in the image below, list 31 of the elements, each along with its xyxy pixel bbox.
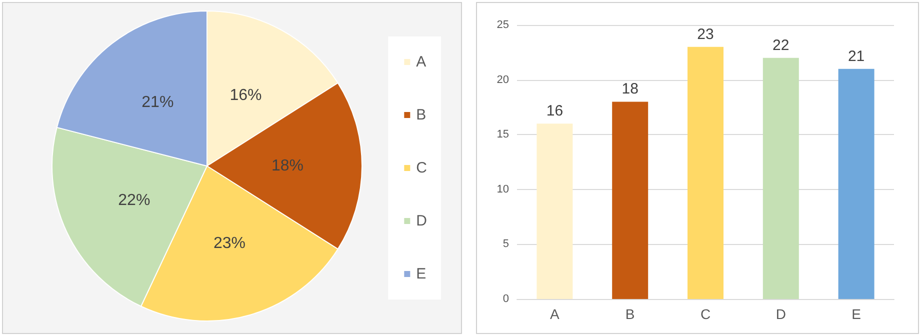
data-label: 16 — [546, 102, 564, 120]
x-tick-label: D — [776, 306, 786, 322]
legend-label: A — [416, 54, 426, 70]
x-tick-label: A — [550, 306, 560, 322]
y-tick-label: 10 — [496, 183, 509, 196]
bar — [688, 46, 724, 299]
data-label: 21% — [142, 94, 174, 111]
data-label: 23 — [697, 26, 714, 43]
legend-label: C — [416, 160, 428, 176]
data-label: 18 — [622, 80, 638, 98]
data-label: 18% — [271, 158, 304, 174]
data-label: 22 — [772, 36, 790, 54]
x-tick-label: C — [700, 306, 711, 322]
data-label: 21 — [848, 48, 865, 65]
legend-label: D — [416, 212, 428, 230]
data-label: 16% — [230, 86, 262, 104]
bar — [612, 102, 648, 299]
legend-label: B — [416, 106, 426, 124]
bar — [838, 68, 874, 299]
x-tick-label: B — [625, 306, 635, 322]
legend-label: E — [416, 266, 426, 282]
y-tick-label: 0 — [502, 293, 509, 305]
bar — [536, 124, 573, 299]
y-tick-label: 20 — [496, 74, 509, 86]
data-label: 22% — [118, 192, 150, 209]
y-tick-label: 25 — [496, 19, 509, 31]
bar — [762, 58, 799, 299]
data-label: 23% — [213, 234, 246, 252]
x-tick-label: E — [852, 306, 861, 322]
y-tick-label: 5 — [502, 238, 509, 250]
y-tick-label: 15 — [496, 128, 509, 141]
